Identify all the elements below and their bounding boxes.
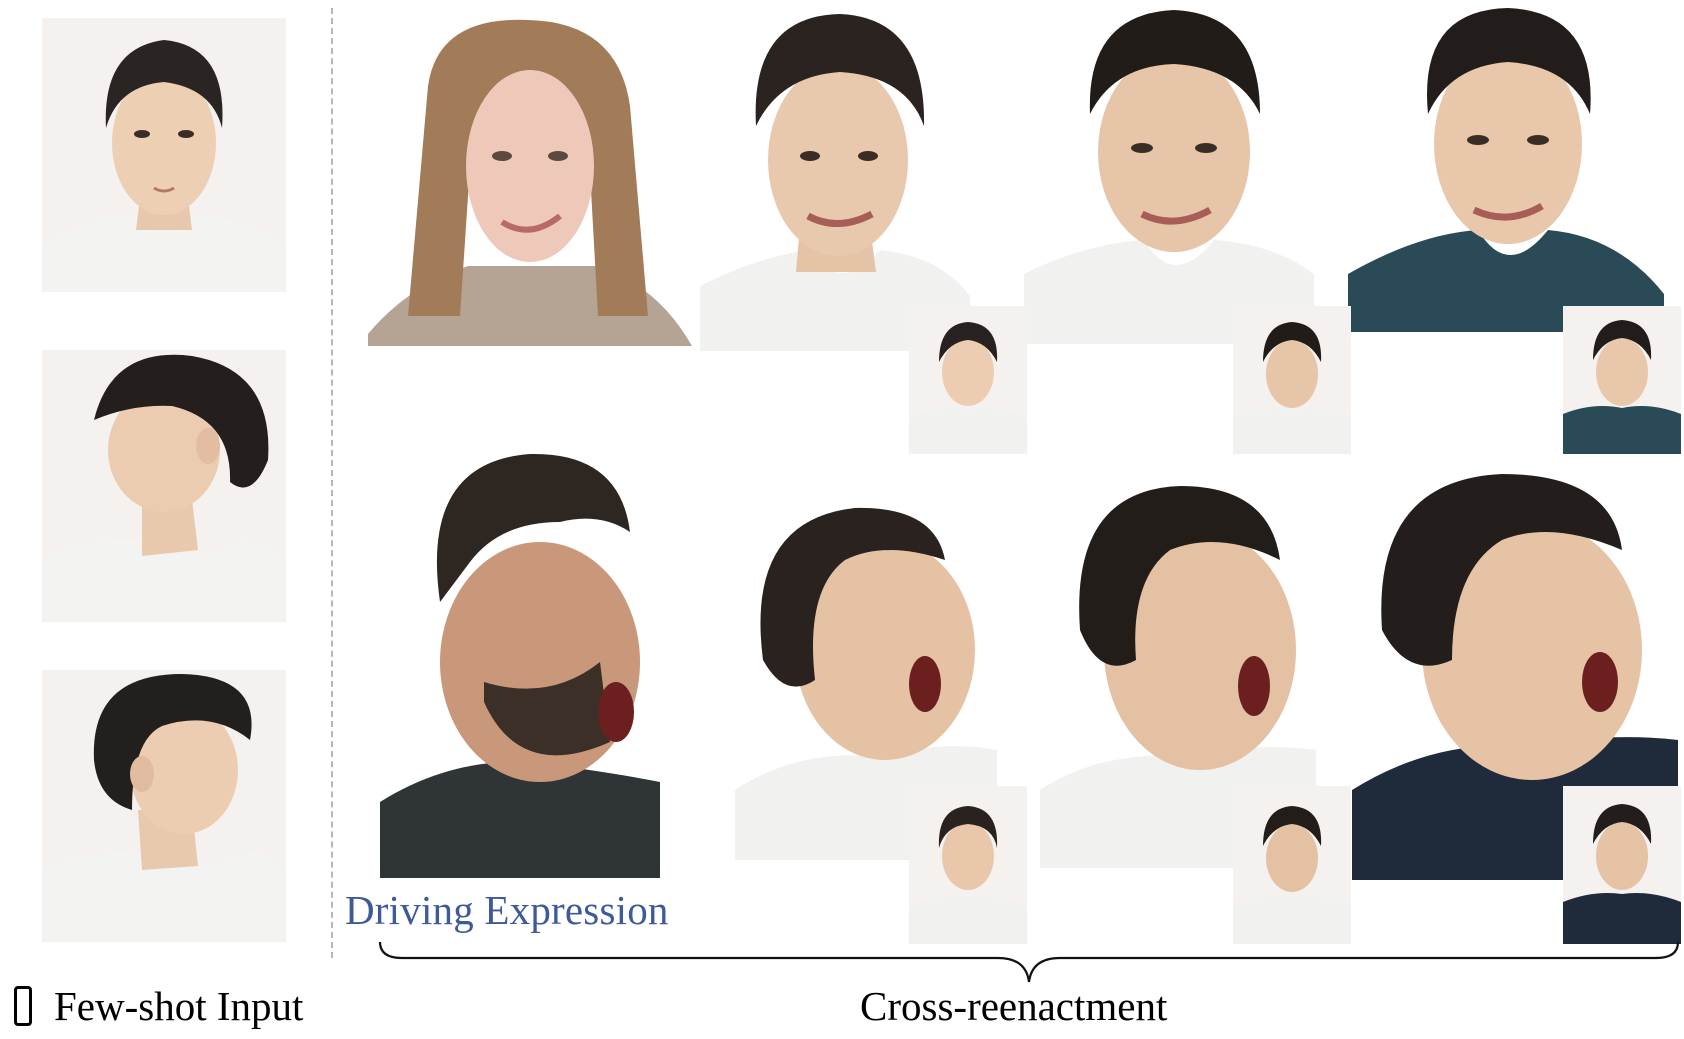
identity-thumbnail-bottom-3 (1563, 786, 1681, 944)
section-divider (331, 8, 333, 958)
few-shot-input-text: Few-shot Input (54, 983, 304, 1029)
identity-thumbnail-top-2 (1233, 306, 1351, 454)
identity-thumbnail-bottom-1 (909, 786, 1027, 944)
reenactment-result-top-1 (700, 6, 970, 351)
identity-thumbnail-bottom-2 (1233, 786, 1351, 944)
driving-expression-label: Driving Expression (345, 887, 669, 933)
few-shot-input-label: Few-shot Input (14, 982, 303, 1030)
reenactment-result-top-2 (1024, 4, 1314, 344)
reenactment-result-top-3 (1348, 4, 1664, 332)
cross-reenactment-label: Cross-reenactment (860, 983, 1168, 1029)
phone-icon (14, 986, 32, 1026)
few-shot-input-right-profile (42, 670, 286, 942)
driving-expression-top (368, 16, 692, 346)
few-shot-input-left-profile (42, 350, 286, 622)
identity-thumbnail-top-1 (909, 306, 1027, 454)
few-shot-input-frontal (42, 18, 286, 292)
identity-thumbnail-top-3 (1563, 306, 1681, 454)
cross-reenactment-brace (378, 941, 1680, 983)
driving-expression-bottom (380, 442, 660, 878)
